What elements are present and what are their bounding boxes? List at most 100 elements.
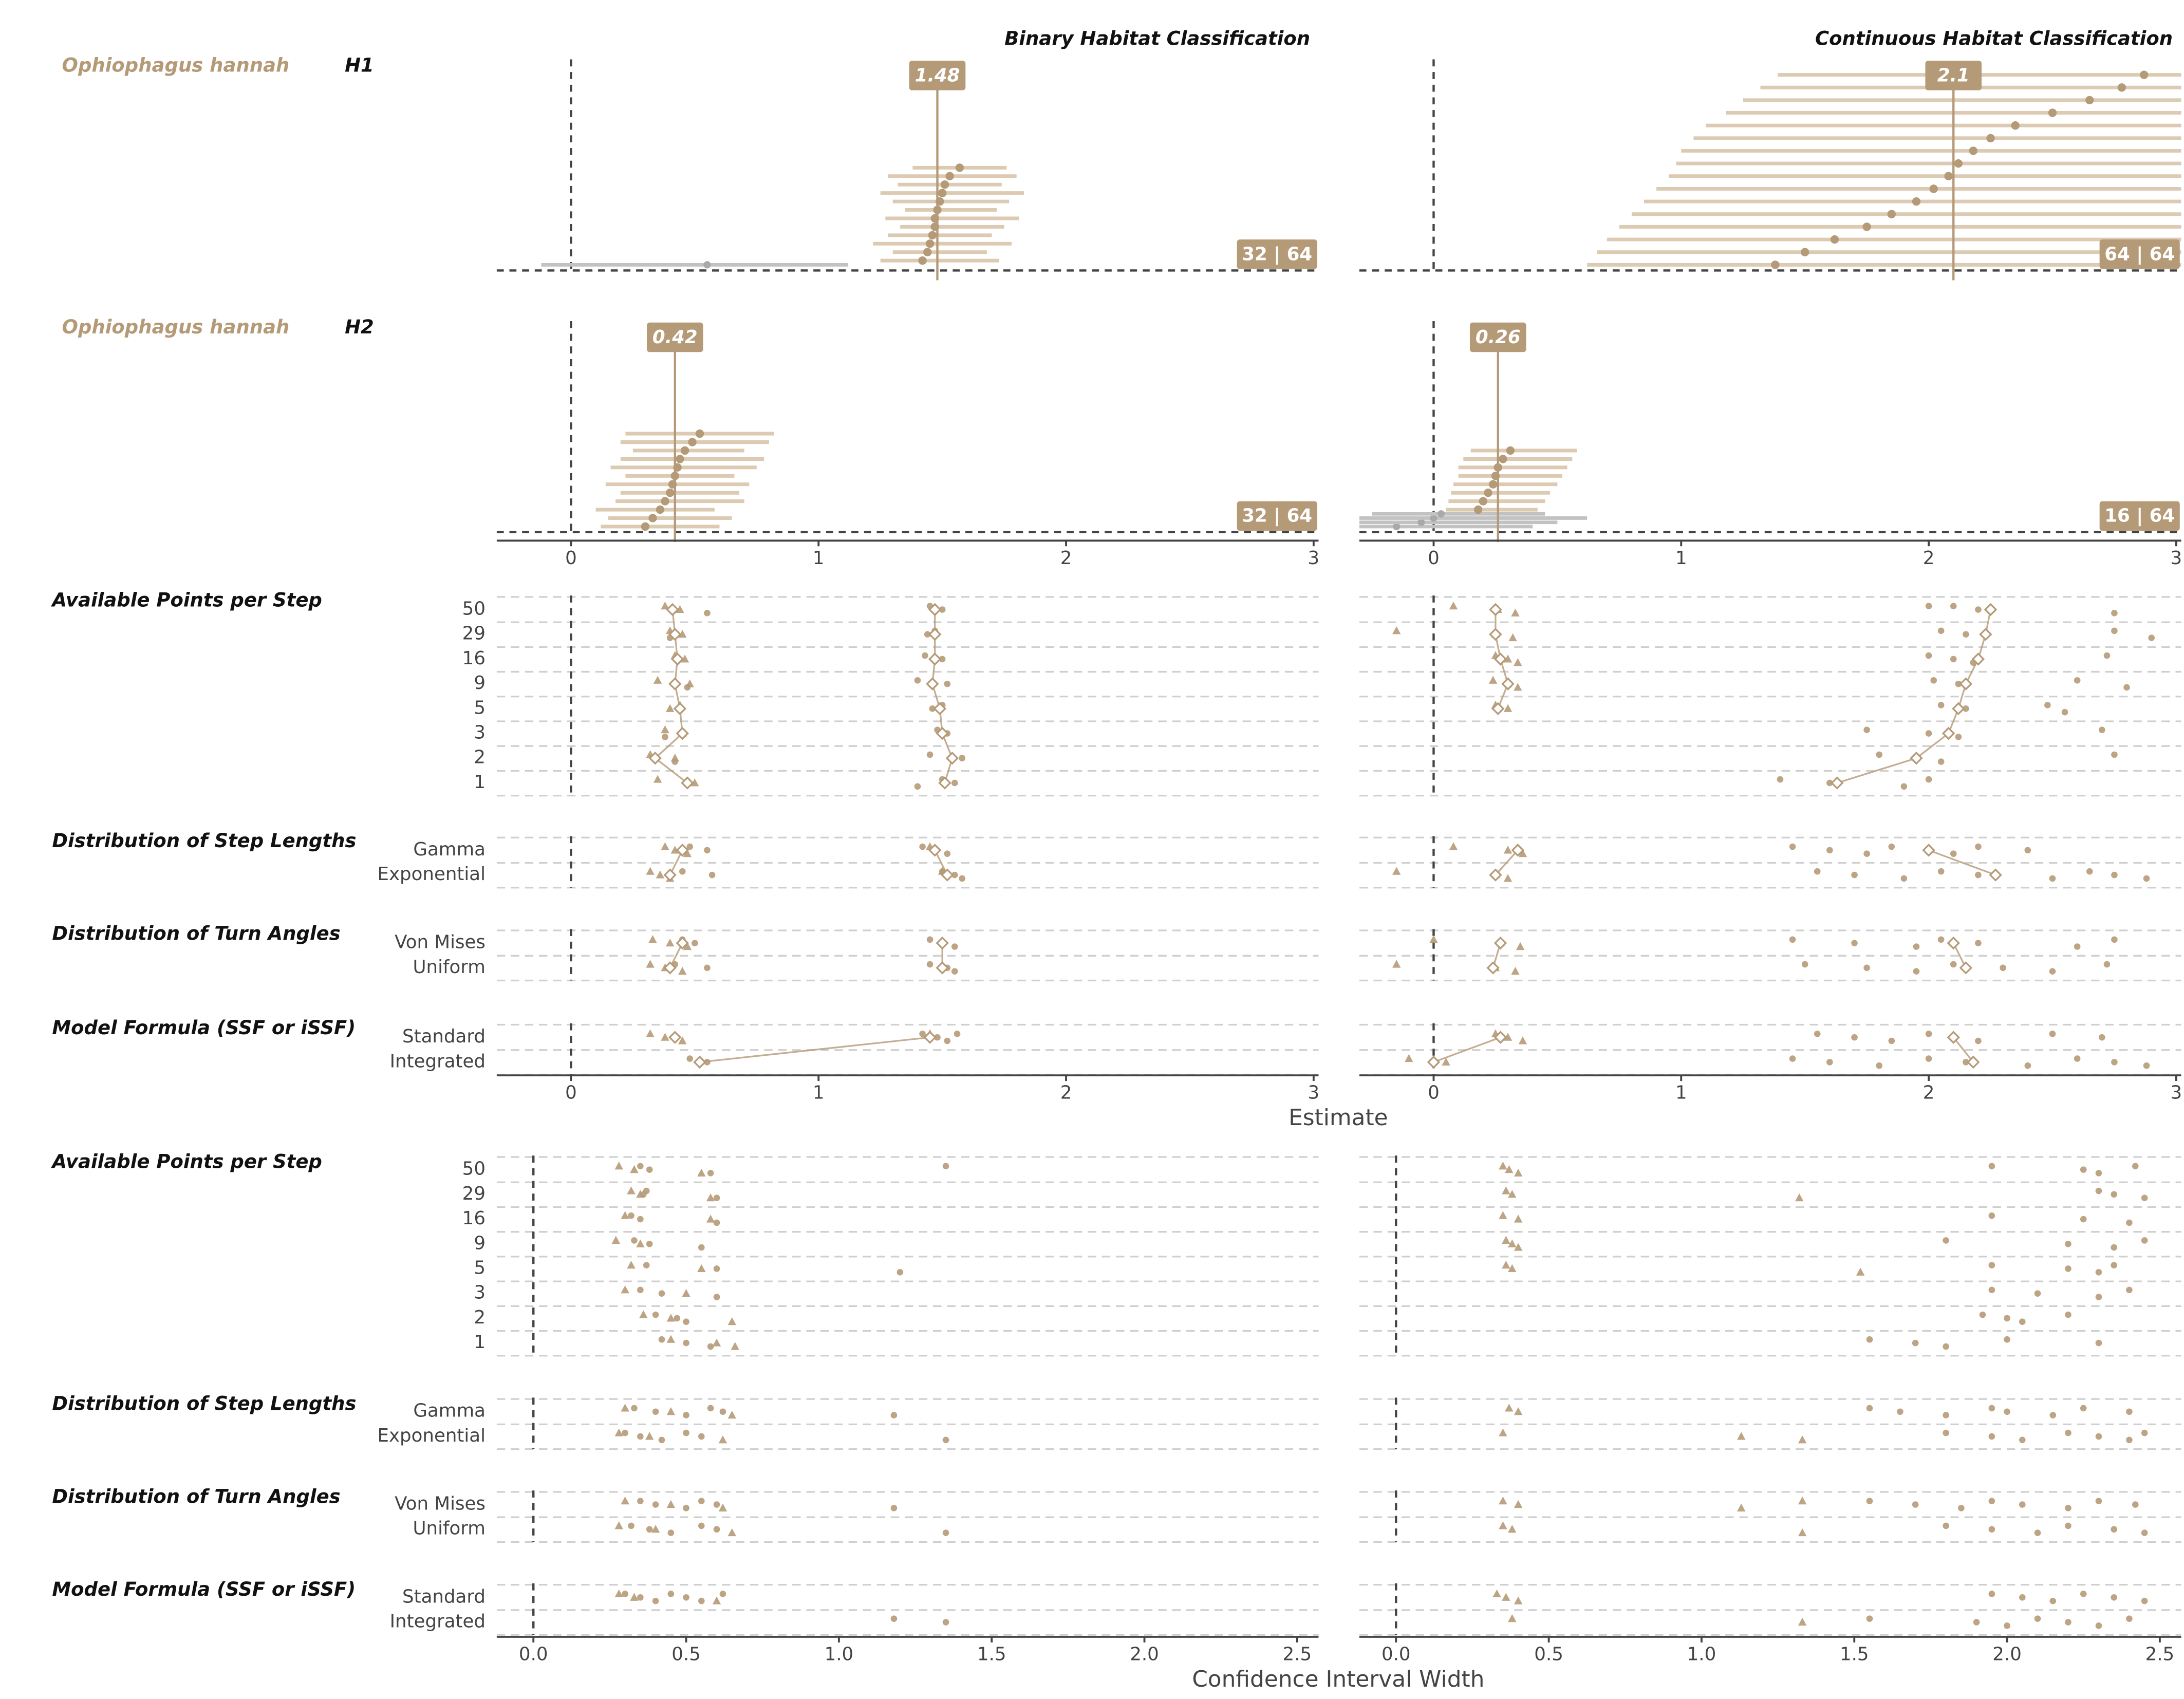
triangle-point bbox=[670, 846, 680, 854]
point bbox=[667, 1591, 675, 1597]
point bbox=[2111, 610, 2118, 617]
point bbox=[628, 1212, 634, 1219]
mean-diamond bbox=[1831, 776, 1844, 790]
triangle-point bbox=[731, 1342, 739, 1350]
triangle-point bbox=[706, 1215, 715, 1223]
triangle-point bbox=[661, 842, 669, 850]
estimate-point bbox=[641, 522, 650, 531]
point bbox=[944, 1037, 951, 1044]
dot-panel bbox=[496, 836, 1319, 889]
triangle-point bbox=[712, 1596, 721, 1604]
triangle-point bbox=[1514, 1596, 1523, 1604]
point bbox=[2095, 1622, 2102, 1629]
triangle-point bbox=[706, 1193, 715, 1202]
triangle-point bbox=[678, 1036, 687, 1044]
point bbox=[1963, 705, 1969, 712]
level-label: 2 bbox=[474, 1307, 486, 1328]
mean-diamond bbox=[666, 603, 679, 617]
estimate-point bbox=[923, 248, 932, 256]
dot-panel bbox=[1359, 929, 2181, 982]
point bbox=[2074, 943, 2081, 950]
triangle-point bbox=[611, 1236, 621, 1244]
point bbox=[2095, 1170, 2102, 1177]
point bbox=[954, 1031, 961, 1037]
estimate-point bbox=[945, 172, 954, 181]
dot-panel bbox=[496, 1155, 1319, 1357]
mean-diamond bbox=[1952, 702, 1965, 716]
triangle-point bbox=[1508, 1239, 1517, 1247]
point bbox=[2141, 1194, 2148, 1201]
estimate-point bbox=[2085, 96, 2094, 105]
point bbox=[686, 843, 693, 850]
level-label: 2 bbox=[474, 747, 486, 768]
point bbox=[679, 868, 686, 875]
mean-line bbox=[699, 1036, 930, 1063]
point bbox=[692, 940, 698, 946]
triangle-point bbox=[1499, 1428, 1507, 1436]
excluded-estimate bbox=[703, 261, 711, 269]
estimate-point bbox=[940, 180, 949, 189]
dot-panel bbox=[496, 1490, 1319, 1543]
point bbox=[667, 1529, 675, 1536]
point bbox=[707, 1170, 714, 1177]
point bbox=[698, 1498, 705, 1504]
triangle-point bbox=[651, 1524, 660, 1533]
level-label: Von Mises bbox=[395, 1493, 486, 1515]
hypothesis-label: H2 bbox=[345, 316, 374, 338]
triangle-point bbox=[1737, 1503, 1746, 1511]
mean-diamond bbox=[938, 776, 951, 790]
point bbox=[2000, 964, 2006, 972]
point bbox=[704, 610, 711, 617]
point bbox=[683, 1339, 689, 1347]
point bbox=[2126, 1286, 2133, 1294]
point bbox=[2095, 1339, 2102, 1347]
point bbox=[2065, 1505, 2071, 1511]
point bbox=[944, 680, 951, 687]
level-label: Von Mises bbox=[395, 932, 486, 953]
triangle-point bbox=[1449, 601, 1458, 610]
point bbox=[707, 1343, 714, 1350]
point bbox=[652, 1501, 659, 1508]
triangle-point bbox=[627, 1260, 636, 1269]
point bbox=[1866, 1498, 1873, 1504]
point bbox=[1975, 843, 1982, 850]
triangle-point bbox=[1505, 1165, 1514, 1173]
point bbox=[890, 1412, 898, 1418]
triangle-point bbox=[1508, 633, 1517, 642]
point bbox=[646, 1526, 653, 1533]
median-badge bbox=[1469, 322, 1526, 352]
forest-panel bbox=[1359, 321, 1588, 532]
triangle-point bbox=[1499, 1162, 1507, 1170]
x-tick-label: 3 bbox=[1308, 548, 1320, 569]
point bbox=[1937, 868, 1945, 875]
median-badge bbox=[1925, 61, 1982, 90]
point bbox=[1937, 758, 1945, 765]
point bbox=[2111, 1244, 2117, 1251]
x-tick-label: 2.5 bbox=[2145, 1644, 2175, 1665]
estimate-point bbox=[1929, 184, 1938, 193]
point bbox=[1925, 1031, 1932, 1037]
count-label: 64 | 64 bbox=[2104, 244, 2175, 265]
dot-panel bbox=[496, 929, 1319, 982]
point bbox=[2004, 1336, 2010, 1343]
point bbox=[951, 943, 958, 950]
x-tick-label: 0.5 bbox=[671, 1644, 701, 1665]
x-tick-label: 3 bbox=[2171, 1082, 2182, 1104]
estimate-point bbox=[1484, 488, 1492, 497]
point bbox=[622, 1591, 628, 1597]
mean-diamond bbox=[941, 868, 954, 882]
triangle-point bbox=[1503, 704, 1513, 712]
mean-diamond bbox=[1501, 677, 1515, 690]
triangle-point bbox=[1508, 1524, 1517, 1533]
point bbox=[1866, 1336, 1873, 1343]
triangle-point bbox=[1492, 1589, 1501, 1598]
point bbox=[2111, 936, 2118, 943]
dot-panel bbox=[1359, 836, 2181, 889]
point bbox=[1943, 1429, 1949, 1436]
triangle-point bbox=[1508, 1264, 1517, 1273]
point bbox=[1900, 783, 1908, 790]
triangle-point bbox=[666, 1335, 676, 1343]
point bbox=[959, 755, 965, 762]
point bbox=[713, 1294, 720, 1300]
mean-diamond bbox=[1947, 1031, 1960, 1044]
